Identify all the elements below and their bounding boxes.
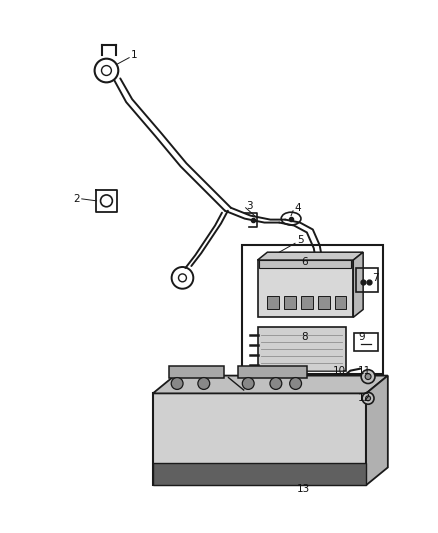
Bar (284, 296, 296, 310)
Bar (258, 260, 353, 317)
Text: 11: 11 (358, 366, 371, 376)
Circle shape (365, 374, 371, 379)
Text: 13: 13 (297, 484, 310, 494)
Text: 4: 4 (294, 203, 300, 213)
Polygon shape (353, 252, 363, 317)
Text: 3: 3 (247, 201, 253, 211)
Text: 12: 12 (358, 393, 371, 403)
Bar (242, 245, 383, 374)
Circle shape (366, 396, 371, 401)
Bar (267, 296, 279, 310)
Bar (169, 366, 223, 377)
Text: 10: 10 (332, 366, 346, 376)
Bar (153, 464, 366, 485)
Bar (354, 333, 378, 351)
Bar (356, 268, 378, 292)
Text: 1: 1 (131, 50, 138, 60)
Circle shape (290, 377, 301, 390)
Polygon shape (258, 252, 363, 260)
Text: 8: 8 (301, 332, 307, 342)
Polygon shape (153, 376, 388, 393)
Bar (318, 296, 329, 310)
Text: 9: 9 (358, 332, 365, 342)
Circle shape (362, 392, 374, 404)
Bar (259, 260, 351, 268)
Bar (238, 366, 307, 377)
Circle shape (171, 377, 183, 390)
Text: 2: 2 (73, 194, 80, 204)
Text: 5: 5 (297, 236, 304, 245)
Bar (258, 327, 346, 370)
Circle shape (361, 370, 375, 384)
Circle shape (242, 377, 254, 390)
Circle shape (270, 377, 282, 390)
Text: 6: 6 (301, 257, 307, 267)
Text: 7: 7 (372, 273, 379, 283)
Circle shape (198, 377, 210, 390)
Bar (335, 296, 346, 310)
Polygon shape (366, 376, 388, 485)
Bar (301, 296, 313, 310)
Bar (153, 393, 366, 485)
